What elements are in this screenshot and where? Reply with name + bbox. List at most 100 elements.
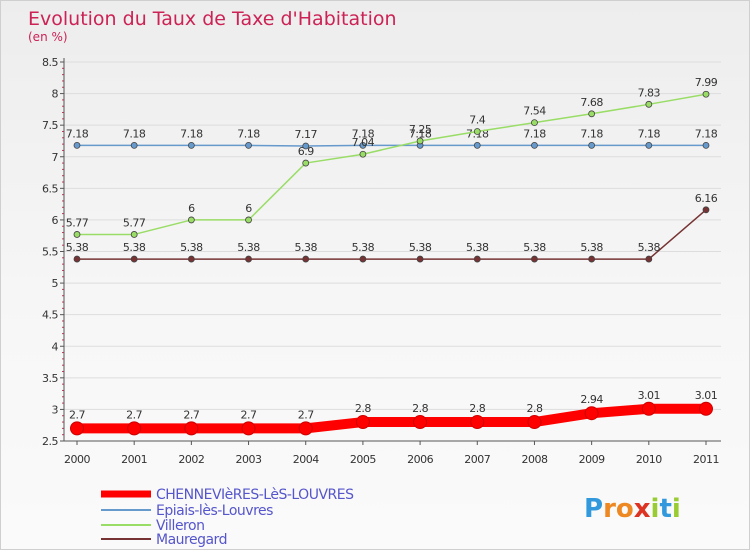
data-label: 2.94 <box>580 393 603 406</box>
x-tick-label: 2007 <box>464 453 490 466</box>
data-label: 6 <box>245 202 252 215</box>
logo-letter: i <box>651 494 660 524</box>
y-tick-label: 6 <box>52 214 59 227</box>
data-label: 7.18 <box>66 127 89 140</box>
data-point <box>702 206 710 214</box>
logo-letter: i <box>672 494 681 524</box>
x-tick-label: 2001 <box>121 453 147 466</box>
legend-entry: Epiais-lès-Louvres <box>156 503 273 519</box>
data-label: 7.99 <box>695 76 718 89</box>
data-point <box>359 150 367 158</box>
data-label: 7.18 <box>409 127 432 140</box>
chart-title: Evolution du Taux de Taxe d'Habitation <box>28 8 397 30</box>
logo-letter: x <box>634 494 651 524</box>
data-label: 2.7 <box>298 408 314 421</box>
data-point <box>187 255 195 263</box>
data-label: 7.18 <box>638 127 661 140</box>
data-point <box>184 421 199 436</box>
series-line <box>77 209 707 260</box>
data-label: 5.38 <box>180 241 203 254</box>
data-point <box>531 255 538 263</box>
data-point <box>73 231 81 238</box>
data-label: 6.16 <box>695 192 718 205</box>
data-label: 5.38 <box>294 241 317 254</box>
series-1: 7.18 7.18 7.18 7.18 7.17 7.18 7.18 7.18 7.18 7.18… <box>66 127 718 150</box>
data-point <box>413 415 428 430</box>
y-tick-label: 2.5 <box>42 435 58 448</box>
data-label: 7.4 <box>469 113 485 126</box>
series-0: 2.7 2.7 2.7 2.7 2.7 2.8 2.8 2.8 2.8 2.94 3.01 3.01 <box>69 389 718 436</box>
data-label: 2.8 <box>355 402 371 415</box>
x-tick-label: 2010 <box>636 453 662 466</box>
data-point <box>298 421 313 436</box>
data-point <box>531 141 538 149</box>
data-label: 2.8 <box>526 402 542 415</box>
data-point <box>187 216 195 224</box>
legend-entry: CHENNEVIèRES-LèS-LOUVRES <box>156 487 354 503</box>
y-tick-label: 8 <box>52 88 59 101</box>
data-point <box>302 159 310 167</box>
series-2: 5.77 5.77 6 6 6.9 7.04 7.25 7.4 7.54 7.68 7.83 7.99 <box>66 76 718 238</box>
chart-subtitle: (en %) <box>28 30 68 44</box>
data-label: 5.38 <box>237 241 260 254</box>
logo-letter: t <box>659 494 671 524</box>
data-point <box>584 406 599 421</box>
data-point <box>473 255 481 263</box>
data-point <box>127 421 142 436</box>
data-label: 7.18 <box>695 127 718 140</box>
y-tick-label: 8.5 <box>42 56 58 69</box>
data-point <box>245 216 252 224</box>
legend-entry: Mauregard <box>156 532 227 548</box>
data-point <box>355 415 370 430</box>
x-tick-label: 2005 <box>350 453 376 466</box>
data-point <box>302 255 310 263</box>
data-point <box>473 141 481 149</box>
data-label: 2.7 <box>241 408 257 421</box>
data-point <box>130 141 138 149</box>
data-point <box>645 100 653 108</box>
data-point <box>699 401 713 416</box>
x-tick-label: 2002 <box>178 453 204 466</box>
legend: CHENNEVIèRES-LèS-LOUVRESEpiais-lès-Louvr… <box>101 487 355 548</box>
data-point <box>359 255 367 263</box>
data-label: 5.38 <box>352 241 375 254</box>
y-tick-label: 7 <box>52 151 59 164</box>
data-point <box>645 255 653 263</box>
data-point <box>416 137 424 145</box>
series-layer: 5.38 5.38 5.38 5.38 5.38 5.38 5.38 5.38 5.38 5.38… <box>66 76 718 436</box>
data-label: 2.7 <box>126 408 142 421</box>
x-tick-label: 2000 <box>64 453 90 466</box>
data-point <box>302 142 310 150</box>
data-label: 7.83 <box>638 86 661 99</box>
data-label: 5.38 <box>66 241 89 254</box>
y-tick-label: 4.5 <box>42 309 58 322</box>
data-point <box>245 141 252 149</box>
data-point <box>70 421 84 436</box>
legend-entry: Villeron <box>156 518 204 534</box>
data-label: 2.7 <box>69 408 85 421</box>
data-point <box>588 255 596 263</box>
data-label: 2.8 <box>412 402 428 415</box>
data-label: 7.04 <box>352 136 375 149</box>
data-label: 3.01 <box>695 389 718 402</box>
data-point <box>241 421 256 436</box>
data-point <box>702 141 710 149</box>
data-label: 6.9 <box>298 145 314 158</box>
data-point <box>470 415 485 430</box>
axes: 2.5 3 3.5 4 4.5 5 5.5 6 6.5 7 7.5 8 8.5 2000 2001 2002 2… <box>42 56 721 466</box>
data-label: 5.38 <box>523 241 546 254</box>
data-label: 5.38 <box>638 241 661 254</box>
y-tick-label: 5 <box>52 277 59 290</box>
data-label: 2.7 <box>183 408 199 421</box>
data-point <box>416 255 424 263</box>
data-point <box>531 119 538 127</box>
logo-letter: P <box>584 494 603 524</box>
data-point <box>645 141 653 149</box>
data-point <box>73 141 81 149</box>
data-label: 7.54 <box>523 105 546 118</box>
data-label: 5.38 <box>580 241 603 254</box>
grid-lines <box>64 61 721 442</box>
data-label: 7.18 <box>237 127 260 140</box>
